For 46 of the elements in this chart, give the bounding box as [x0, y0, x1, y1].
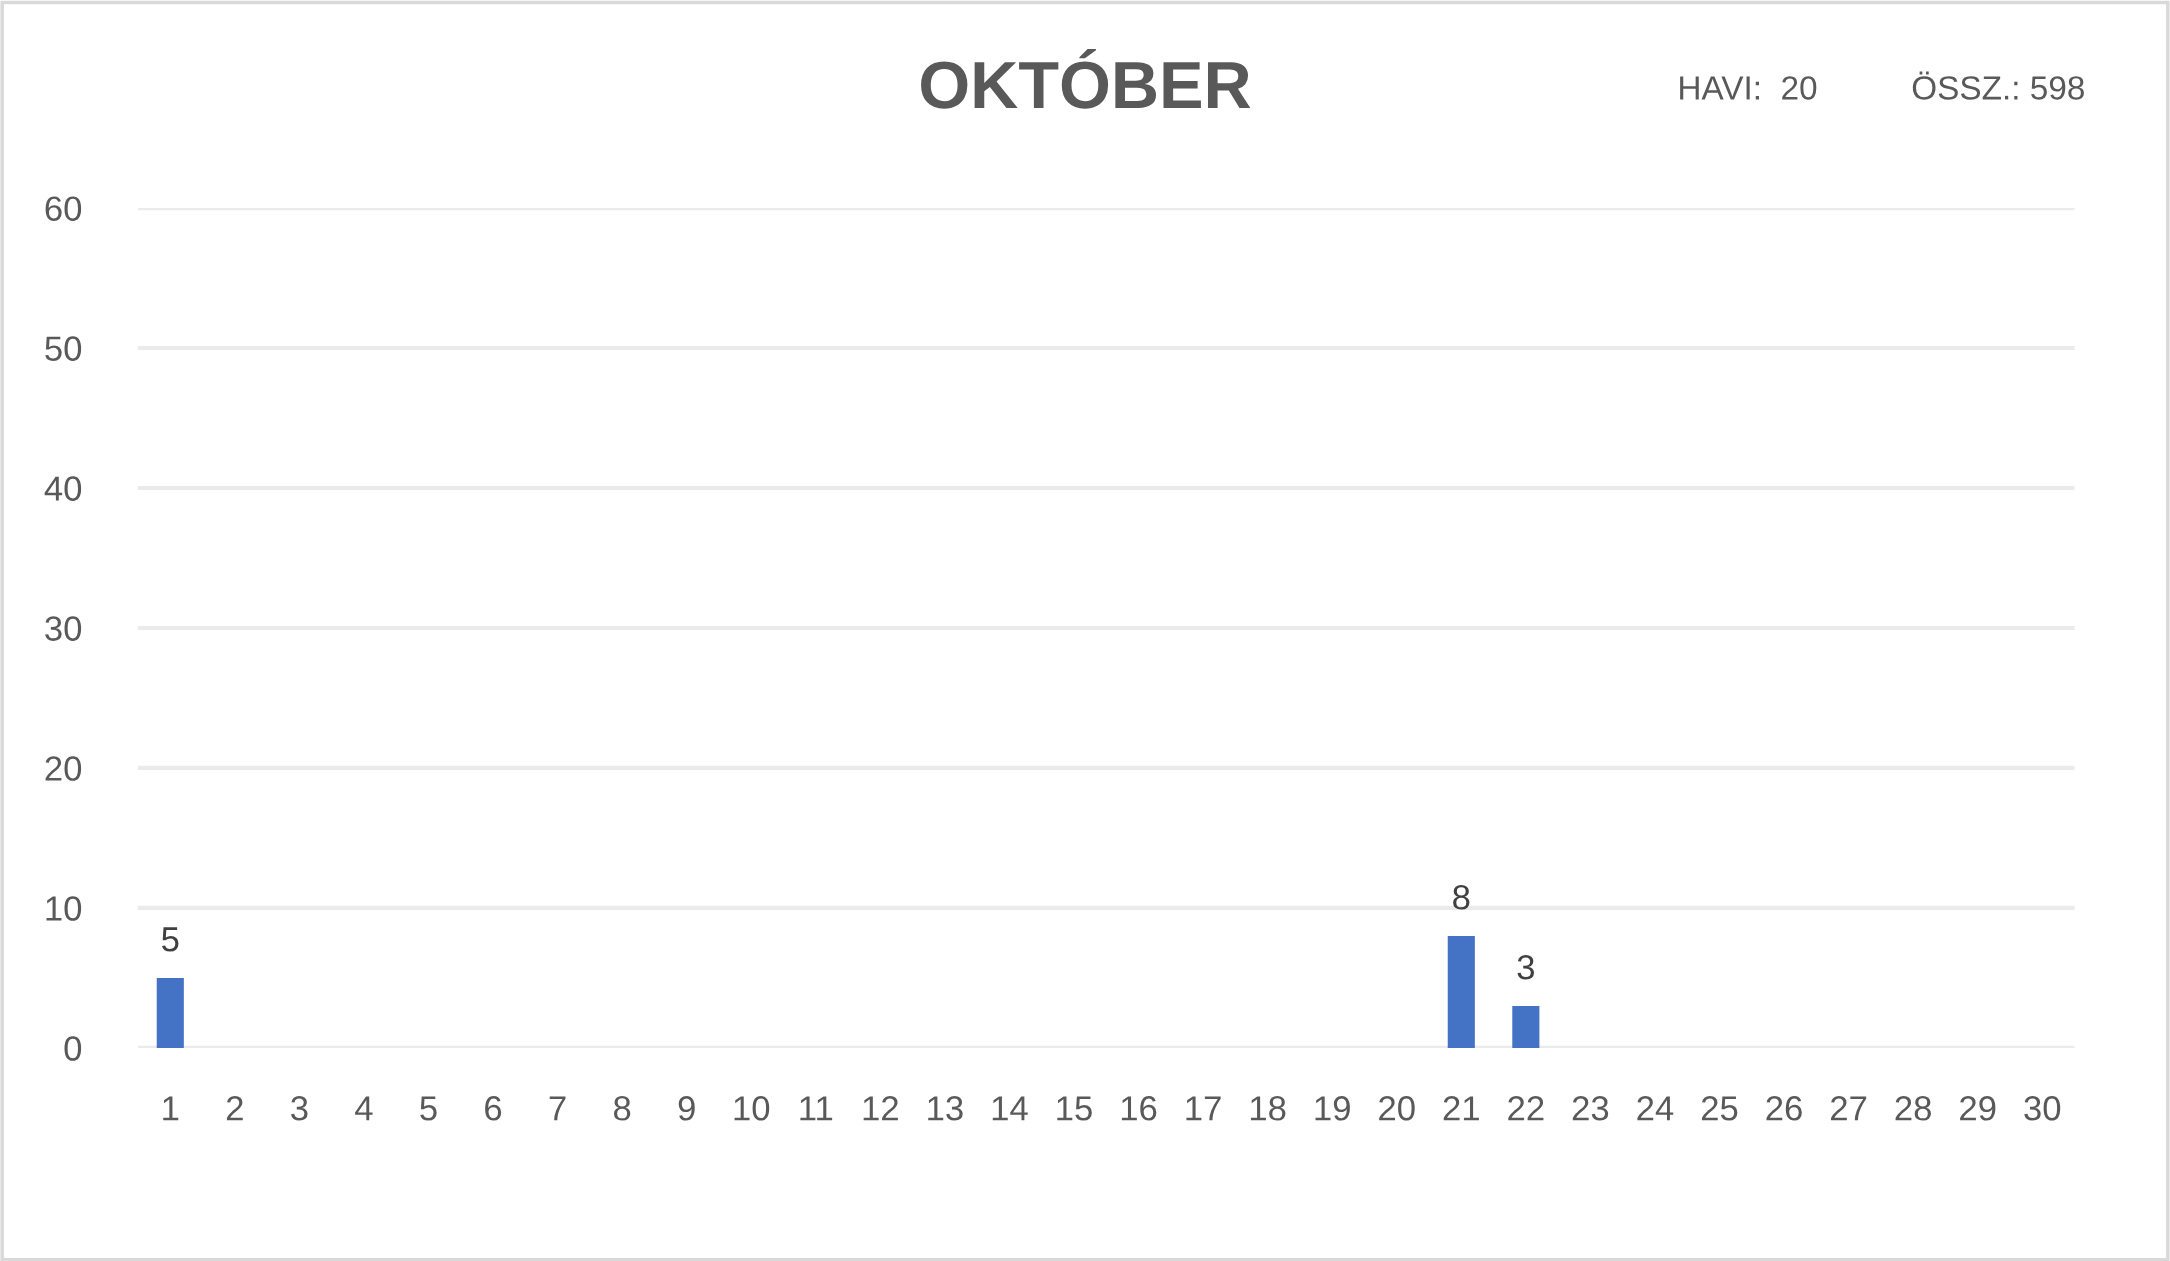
- x-tick-label: 11: [800, 1096, 833, 1121]
- x-tick-label: 9: [678, 1096, 695, 1121]
- x-tick-label: 14: [992, 1096, 1028, 1121]
- y-tick-label: 20: [45, 756, 82, 781]
- x-tick-label: 24: [1637, 1096, 1674, 1121]
- x-tick-label: 20: [1379, 1096, 1415, 1121]
- x-tick-label: 27: [1831, 1096, 1867, 1121]
- x-tick-label: 2: [226, 1096, 243, 1121]
- x-tick-label: 13: [928, 1096, 963, 1121]
- x-tick-label: 8: [613, 1096, 631, 1121]
- x-tick-label: 7: [549, 1096, 566, 1121]
- x-tick-label: 30: [2024, 1096, 2061, 1121]
- y-tick-label: 30: [45, 616, 82, 641]
- y-tick-label: 0: [64, 1036, 82, 1061]
- y-tick-label: 10: [46, 896, 82, 921]
- y-tick-label: 40: [44, 476, 82, 501]
- x-tick-label: 1: [163, 1096, 179, 1121]
- x-tick-label: 26: [1766, 1096, 1802, 1121]
- data-label: 8: [1453, 885, 1470, 910]
- y-tick-label: 60: [45, 196, 82, 221]
- data-label: 5: [162, 927, 179, 952]
- x-tick-label: 29: [1960, 1096, 1996, 1121]
- x-tick-label: 5: [420, 1096, 437, 1121]
- x-tick-label: 19: [1315, 1096, 1350, 1121]
- bar: [156, 977, 184, 1048]
- data-label: 3: [1517, 955, 1534, 980]
- x-tick-label: 22: [1508, 1096, 1544, 1121]
- x-tick-label: 17: [1186, 1096, 1221, 1121]
- x-tick-label: 3: [291, 1096, 308, 1121]
- x-tick-label: 25: [1701, 1096, 1738, 1121]
- x-tick-label: 10: [734, 1096, 770, 1121]
- x-tick-label: 6: [485, 1096, 502, 1121]
- x-tick-label: 21: [1443, 1096, 1479, 1121]
- bar: [1447, 935, 1475, 1048]
- chart-title: OKTÓBER: [921, 48, 1251, 109]
- x-tick-label: 16: [1121, 1096, 1157, 1121]
- x-tick-label: 18: [1250, 1096, 1286, 1121]
- x-tick-label: 12: [863, 1096, 898, 1121]
- text: HAVI: 20: [1680, 76, 1817, 100]
- bar: [1512, 1005, 1540, 1048]
- y-tick-label: 50: [45, 336, 82, 361]
- x-tick-label: 15: [1057, 1096, 1092, 1121]
- text: ÖSSZ.: 598: [1912, 71, 2084, 100]
- x-tick-label: 23: [1572, 1096, 1609, 1121]
- x-tick-label: 28: [1895, 1096, 1931, 1121]
- x-tick-label: 4: [355, 1096, 373, 1121]
